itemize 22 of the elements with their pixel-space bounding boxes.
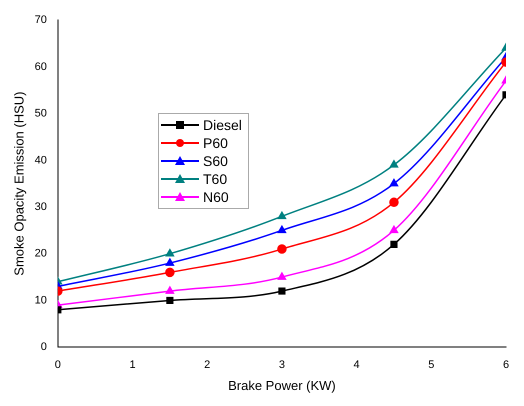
- legend-label: N60: [203, 189, 229, 205]
- y-tick-label: 30: [34, 201, 47, 214]
- y-tick-label: 50: [34, 108, 47, 120]
- legend-label: Diesel: [203, 117, 242, 133]
- x-tick-label: 6: [502, 358, 510, 371]
- legend-label: P60: [203, 135, 228, 151]
- y-tick-label: 10: [34, 294, 47, 306]
- y-tick-label: 70: [34, 14, 47, 26]
- legend-label: S60: [203, 153, 228, 169]
- x-tick-label: 0: [54, 358, 61, 371]
- x-axis-title: Brake Power (KW): [228, 378, 336, 393]
- y-tick-label: 20: [34, 248, 47, 260]
- x-tick-label: 4: [354, 358, 360, 371]
- x-tick-label: 1: [129, 358, 136, 371]
- x-tick-label: 5: [428, 358, 434, 371]
- legend-label: T60: [203, 171, 228, 187]
- y-tick-label: 40: [34, 154, 47, 166]
- x-tick-label: 2: [204, 358, 210, 371]
- y-axis-title: Smoke Opacity Emission (HSU): [11, 91, 26, 276]
- y-tick-label: 60: [34, 60, 47, 73]
- x-tick-label: 3: [278, 358, 285, 371]
- y-tick-label: 0: [40, 341, 47, 354]
